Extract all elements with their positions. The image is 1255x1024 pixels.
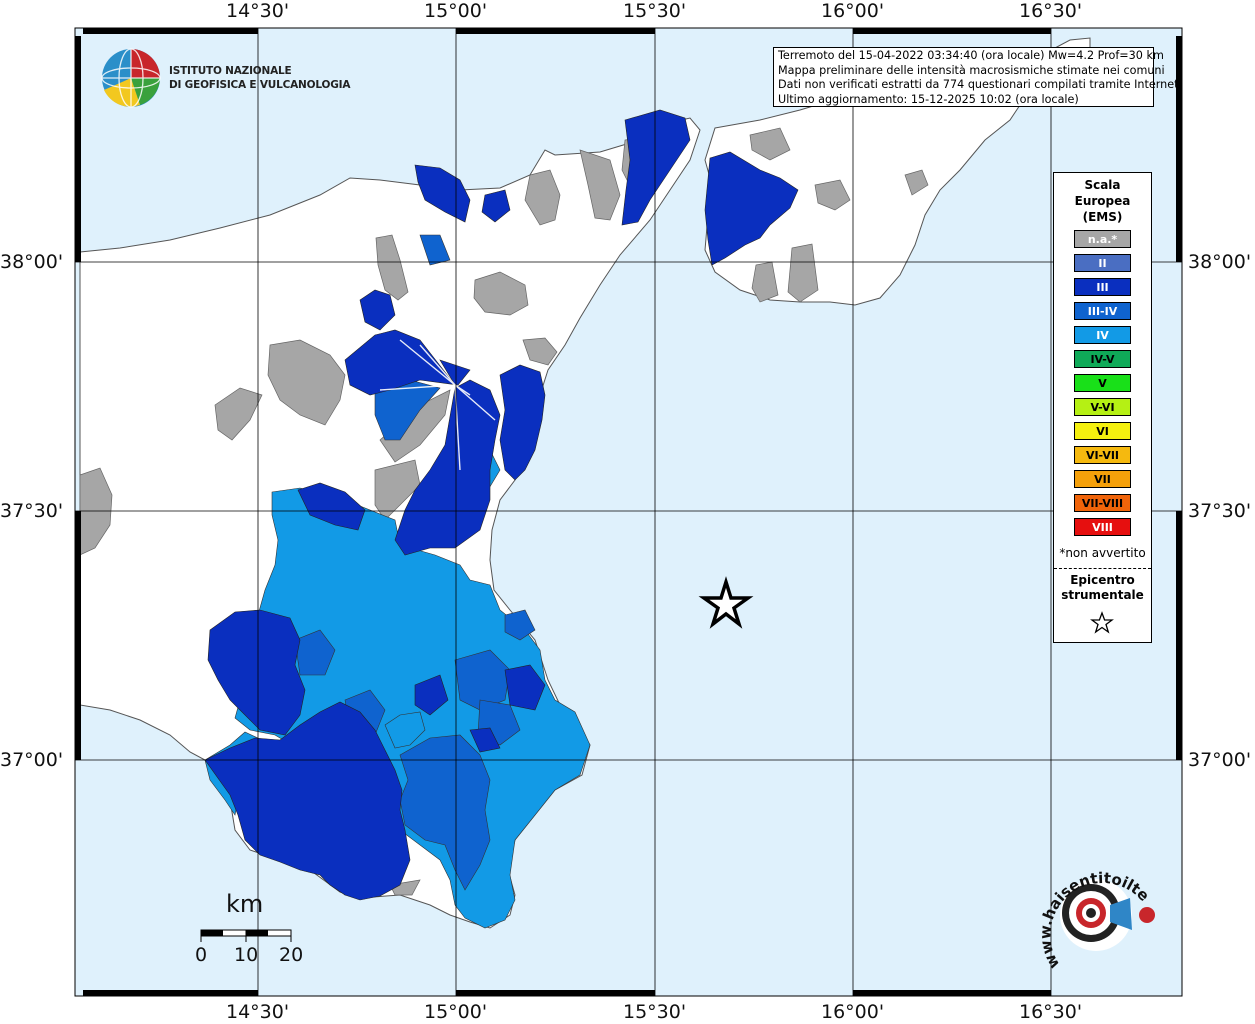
lat-label-right: 37°30' xyxy=(1188,500,1252,522)
haisentito-logo-icon xyxy=(1060,879,1155,951)
lon-label-bottom: 15°30' xyxy=(623,1001,687,1023)
logo-line-1: ISTITUTO NAZIONALE xyxy=(169,65,292,77)
legend-epicenter-label: Epicentro strumentale xyxy=(1054,573,1151,603)
logo-line-2: DI GEOFISICA E VULCANOLOGIA xyxy=(169,79,351,91)
legend-title-line: Europea xyxy=(1074,194,1131,208)
event-info-box: Terremoto del 15-04-2022 03:34:40 (ora l… xyxy=(773,47,1183,107)
haisentito-watermark: www.haisentitoilterremoto.it xyxy=(1030,855,1153,972)
legend-epicenter-line: Epicentro xyxy=(1070,573,1135,587)
info-line-1: Terremoto del 15-04-2022 03:34:40 (ora l… xyxy=(778,49,1164,62)
lon-label-bottom: 16°00' xyxy=(821,1001,885,1023)
iii-areas xyxy=(204,109,799,901)
lat-label-left: 37°30' xyxy=(0,500,64,522)
legend-swatch: V xyxy=(1074,374,1131,392)
ingv-logo-text: ISTITUTO NAZIONALE DI GEOFISICA E VULCAN… xyxy=(169,64,350,92)
legend-divider xyxy=(1054,568,1151,569)
legend-swatch: II xyxy=(1074,254,1131,272)
graticule xyxy=(75,28,1182,996)
legend-star-icon xyxy=(1090,611,1114,634)
ems-legend: Scala Europea (EMS) n.a.* II III III-IV IV IV… xyxy=(1053,172,1152,643)
municipal-boundaries xyxy=(379,339,496,471)
legend-swatch: V-VI xyxy=(1074,398,1131,416)
scale-unit-label: km xyxy=(226,890,264,918)
lat-label-right: 38°00' xyxy=(1188,251,1252,273)
scale-tick-label: 10 xyxy=(234,944,259,966)
legend-swatch: III xyxy=(1074,278,1131,296)
lon-label-top: 14°30' xyxy=(226,0,290,22)
scale-tick-label: 20 xyxy=(279,944,304,966)
epicenter-star-icon xyxy=(698,576,754,629)
legend-epicenter-line: strumentale xyxy=(1061,588,1144,602)
legend-swatch: III-IV xyxy=(1074,302,1131,320)
info-line-4: Ultimo aggiornamento: 15-12-2025 10:02 (… xyxy=(778,92,1079,106)
legend-title-line: Scala xyxy=(1084,178,1121,192)
info-line-2: Mappa preliminare delle intensità macros… xyxy=(778,63,1165,77)
legend-swatch: IV xyxy=(1074,326,1131,344)
legend-swatch: n.a.* xyxy=(1074,230,1131,248)
lon-label-top: 15°00' xyxy=(424,0,488,22)
legend-note: *non avvertito xyxy=(1059,546,1146,560)
map-frame xyxy=(74,27,1183,997)
legend-swatch: VI-VII xyxy=(1074,446,1131,464)
lat-label-left: 37°00' xyxy=(0,749,64,771)
ingv-logo-icon xyxy=(101,48,161,108)
lon-label-bottom: 16°30' xyxy=(1019,1001,1083,1023)
scale-tick-label: 0 xyxy=(195,944,208,966)
lat-label-right: 37°00' xyxy=(1188,749,1252,771)
legend-swatch: VIII xyxy=(1074,518,1131,536)
legend-swatch: VII-VIII xyxy=(1074,494,1131,512)
lon-label-bottom: 14°30' xyxy=(226,1001,290,1023)
lat-label-left: 38°00' xyxy=(0,251,64,273)
info-line-3: Dati non verificati estratti da 774 ques… xyxy=(778,78,1183,92)
lon-label-top: 16°00' xyxy=(821,0,885,22)
lon-label-bottom: 15°00' xyxy=(424,1001,488,1023)
legend-swatch: IV-V xyxy=(1074,350,1131,368)
scale-bar xyxy=(200,929,292,942)
lon-label-top: 16°30' xyxy=(1019,0,1083,22)
lon-label-top: 15°30' xyxy=(623,0,687,22)
legend-title: Scala Europea (EMS) xyxy=(1054,177,1151,225)
na-areas xyxy=(79,127,929,896)
legend-title-line: (EMS) xyxy=(1082,210,1123,224)
legend-swatch: VII xyxy=(1074,470,1131,488)
watermark-text: www.haisentitoilterremoto.it xyxy=(1030,855,1153,972)
legend-swatch: VI xyxy=(1074,422,1131,440)
